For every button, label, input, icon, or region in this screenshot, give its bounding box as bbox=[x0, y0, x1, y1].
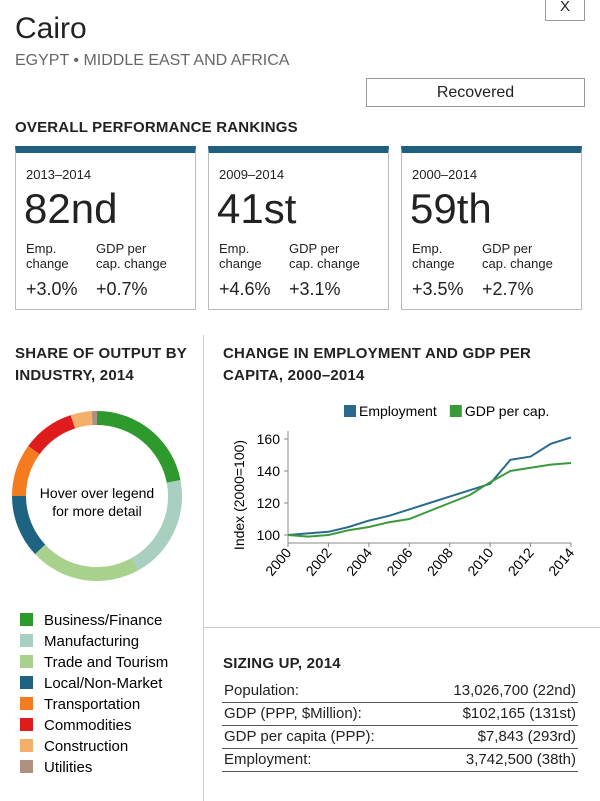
row-value: 13,026,700 (22nd) bbox=[453, 682, 576, 699]
row-label: Employment: bbox=[224, 751, 312, 768]
legend-swatch bbox=[20, 718, 33, 731]
row-label: GDP (PPP, $Million): bbox=[224, 705, 362, 722]
gdp-label: GDP per cap. change bbox=[289, 241, 360, 271]
sizing-row: GDP (PPP, $Million): $102,165 (131st) bbox=[222, 703, 578, 726]
legend-swatch bbox=[20, 613, 33, 626]
gdp-value: +2.7% bbox=[482, 279, 534, 299]
ranking-card: 2000–2014 59th Emp. change GDP per cap. cha… bbox=[401, 146, 582, 310]
y-tick-label: 120 bbox=[257, 495, 281, 511]
donut-segment bbox=[131, 480, 182, 571]
gdp-value: +3.1% bbox=[289, 279, 341, 299]
donut-center-label: Hover over legend for more detail bbox=[40, 485, 154, 519]
status-box: Recovered bbox=[366, 78, 585, 107]
card-period: 2013–2014 bbox=[26, 167, 92, 182]
rankings-title: OVERALL PERFORMANCE RANKINGS bbox=[15, 119, 298, 136]
divider bbox=[203, 335, 204, 801]
legend-swatch bbox=[20, 634, 33, 647]
divider bbox=[203, 627, 600, 628]
emp-value: +3.5% bbox=[412, 279, 464, 299]
row-value: $7,843 (293rd) bbox=[477, 728, 576, 745]
legend-label: Local/Non-Market bbox=[44, 675, 163, 692]
legend-swatch bbox=[20, 760, 33, 773]
legend-swatch bbox=[449, 405, 462, 417]
y-tick-label: 160 bbox=[257, 431, 281, 447]
row-label: GDP per capita (PPP): bbox=[224, 728, 375, 745]
line-title: CHANGE IN EMPLOYMENT AND GDP PER CAPITA,… bbox=[223, 345, 532, 384]
x-tick-label: 2010 bbox=[464, 544, 496, 578]
x-tick-label: 2014 bbox=[545, 544, 577, 578]
sizing-row: Population: 13,026,700 (22nd) bbox=[222, 680, 578, 703]
data-line bbox=[287, 462, 572, 538]
y-axis-label: Index (2000=100) bbox=[231, 440, 247, 550]
donut-title: SHARE OF OUTPUT BY INDUSTRY, 2014 bbox=[15, 345, 187, 384]
row-value: $102,165 (131st) bbox=[462, 705, 576, 722]
x-tick-label: 2000 bbox=[262, 544, 294, 578]
data-line bbox=[287, 436, 572, 536]
gdp-label: GDP per cap. change bbox=[482, 241, 553, 271]
legend-swatch bbox=[20, 697, 33, 710]
legend-swatch bbox=[20, 739, 33, 752]
legend-swatch bbox=[20, 676, 33, 689]
donut-segment bbox=[12, 446, 40, 497]
emp-value: +3.0% bbox=[26, 279, 78, 299]
donut-segment bbox=[96, 411, 181, 483]
legend-label: Manufacturing bbox=[44, 633, 139, 650]
legend-label: Trade and Tourism bbox=[44, 654, 168, 671]
card-rank: 82nd bbox=[24, 185, 118, 232]
legend-label: Employment bbox=[359, 403, 437, 419]
x-tick-label: 2012 bbox=[505, 544, 537, 578]
donut-segment bbox=[35, 544, 138, 581]
gdp-value: +0.7% bbox=[96, 279, 148, 299]
donut-segment bbox=[12, 495, 46, 555]
sizing-row: GDP per capita (PPP): $7,843 (293rd) bbox=[222, 726, 578, 749]
card-period: 2009–2014 bbox=[219, 167, 285, 182]
legend-label: GDP per cap. bbox=[465, 403, 550, 419]
x-tick-label: 2006 bbox=[383, 544, 415, 578]
legend-label: Utilities bbox=[44, 759, 92, 776]
line-chart: 100 120 140 160 2000 2002 2004 2006 2008 2010 2012… bbox=[231, 403, 577, 579]
legend-label: Construction bbox=[44, 738, 128, 755]
donut-chart: Business/Finance Manufacturing Trade and T… bbox=[12, 411, 182, 776]
emp-label: Emp. change bbox=[412, 241, 455, 271]
donut-segment bbox=[70, 411, 93, 429]
legend-label: Transportation bbox=[44, 696, 140, 713]
row-value: 3,742,500 (38th) bbox=[465, 751, 576, 768]
legend-label: Business/Finance bbox=[44, 612, 162, 629]
y-tick-label: 100 bbox=[257, 527, 281, 543]
card-period: 2000–2014 bbox=[412, 167, 478, 182]
card-rank: 41st bbox=[217, 185, 297, 232]
x-tick-label: 2008 bbox=[424, 544, 456, 578]
sizing-title: SIZING UP, 2014 bbox=[223, 655, 341, 672]
close-button[interactable]: X bbox=[545, 0, 585, 21]
gdp-label: GDP per cap. change bbox=[96, 241, 167, 271]
city-title: Cairo bbox=[15, 12, 87, 45]
emp-label: Emp. change bbox=[26, 241, 69, 271]
city-subtitle: EGYPT • MIDDLE EAST AND AFRICA bbox=[15, 52, 290, 69]
legend-label: Commodities bbox=[44, 717, 132, 734]
x-tick-label: 2004 bbox=[343, 544, 375, 578]
y-tick-label: 140 bbox=[257, 463, 281, 479]
x-tick-label: 2002 bbox=[302, 544, 334, 578]
row-label: Population: bbox=[224, 682, 300, 699]
legend-swatch bbox=[20, 655, 33, 668]
legend-swatch bbox=[344, 405, 356, 417]
ranking-card: 2013–2014 82nd Emp. change GDP per cap. cha… bbox=[15, 146, 196, 310]
card-rank: 59th bbox=[410, 185, 492, 232]
emp-value: +4.6% bbox=[219, 279, 271, 299]
donut-segment bbox=[28, 415, 76, 455]
emp-label: Emp. change bbox=[219, 241, 262, 271]
ranking-card: 2009–2014 41st Emp. change GDP per cap. cha… bbox=[208, 146, 389, 310]
sizing-row: Employment: 3,742,500 (38th) bbox=[222, 749, 578, 772]
